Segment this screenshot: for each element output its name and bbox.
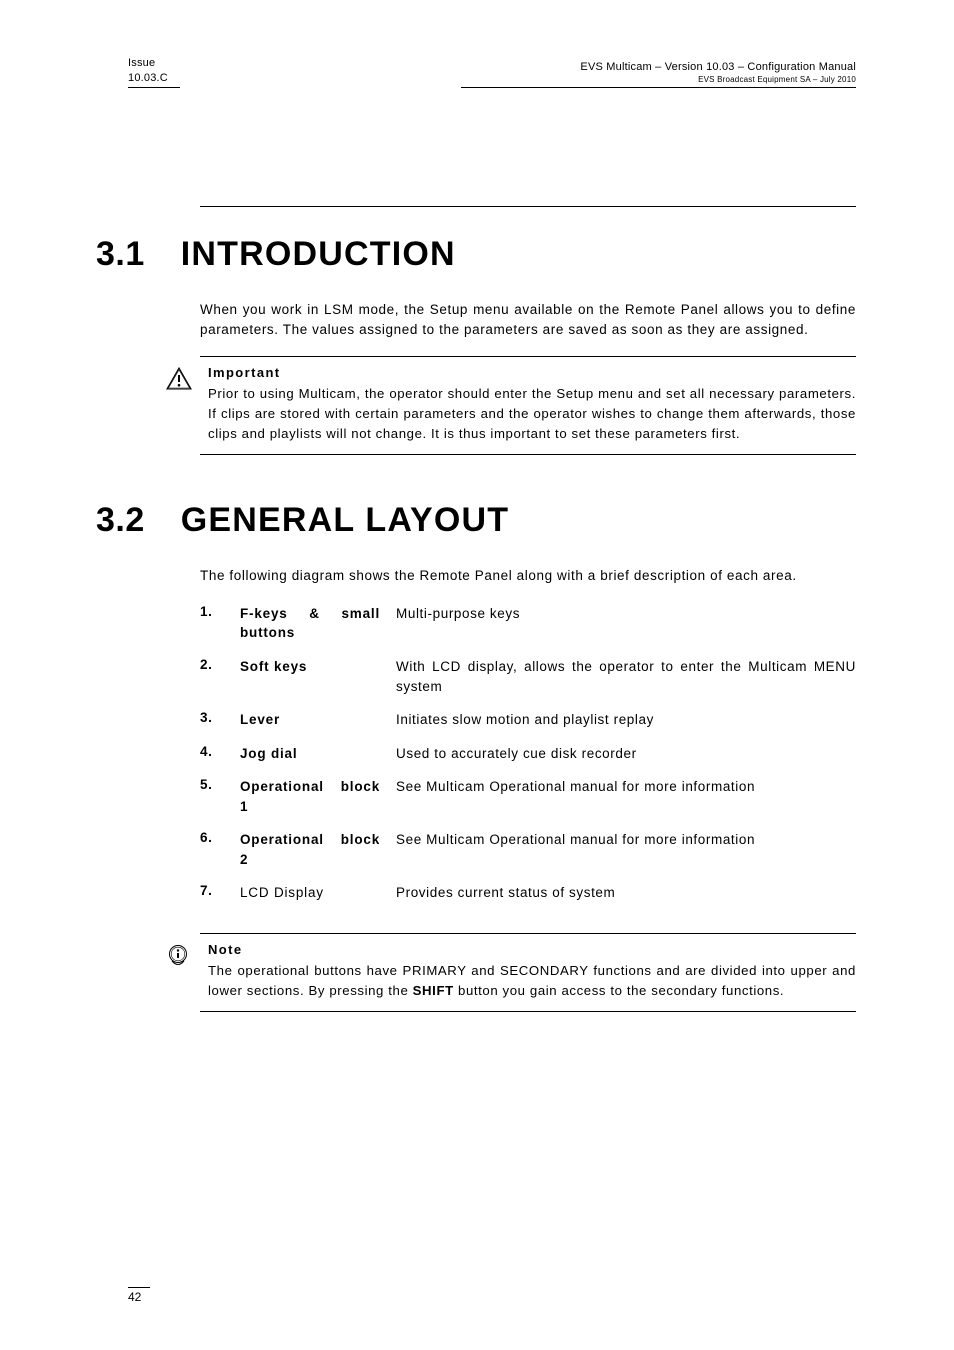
section-3-2-para: The following diagram shows the Remote P… [200,566,856,586]
important-body: Prior to using Multicam, the operator sh… [208,384,856,443]
list-desc: Initiates slow motion and playlist repla… [396,710,856,730]
important-callout: Important Prior to using Multicam, the o… [200,356,856,454]
list-desc: Multi-purpose keys [396,604,856,624]
list-term: Soft keys [240,657,380,677]
note-body-post: button you gain access to the secondary … [454,983,784,998]
section-3-1-heading: 3.1 INTRODUCTION [96,235,856,274]
issue-value: 10.03.C [128,71,180,86]
page-number: 42 [128,1287,150,1304]
list-desc: See Multicam Operational manual for more… [396,777,856,797]
list-num: 7. [200,883,224,898]
header-right: EVS Multicam – Version 10.03 – Configura… [461,60,856,88]
page-header: Issue 10.03.C EVS Multicam – Version 10.… [128,56,856,88]
list-num: 5. [200,777,224,792]
note-body: The operational buttons have PRIMARY and… [208,961,856,1001]
list-num: 6. [200,830,224,845]
section-3-1-num: 3.1 [96,235,145,274]
list-item-3: 3. Lever Initiates slow motion and playl… [200,710,856,730]
header-doc-title: EVS Multicam – Version 10.03 – Configura… [461,60,856,75]
list-term: Operational block 1 [240,777,380,816]
layout-list: 1. F-keys & small buttons Multi-purpose … [200,604,856,903]
section-3-2-num: 3.2 [96,501,145,540]
list-desc: Provides current status of system [396,883,856,903]
list-item-2: 2. Soft keys With LCD display, allows th… [200,657,856,696]
note-text: Note The operational buttons have PRIMAR… [208,942,856,1001]
list-term: Jog dial [240,744,380,764]
section-3-1-para: When you work in LSM mode, the Setup men… [200,300,856,341]
section-3-2-heading: 3.2 GENERAL LAYOUT [96,501,856,540]
note-title: Note [208,942,856,957]
list-term: LCD Display [240,883,380,903]
top-divider [200,206,856,207]
list-num: 1. [200,604,224,619]
header-left-underline [128,87,180,88]
page-root: Issue 10.03.C EVS Multicam – Version 10.… [0,0,954,1350]
list-item-1: 1. F-keys & small buttons Multi-purpose … [200,604,856,643]
list-desc: With LCD display, allows the operator to… [396,657,856,696]
note-body-bold: SHIFT [413,983,454,998]
header-right-underline [461,87,856,88]
warning-icon-col [166,365,196,443]
list-num: 4. [200,744,224,759]
section-3-1-body: When you work in LSM mode, the Setup men… [200,300,856,455]
list-desc: Used to accurately cue disk recorder [396,744,856,764]
issue-label: Issue [128,56,180,71]
list-term: F-keys & small buttons [240,604,380,643]
list-num: 3. [200,710,224,725]
section-3-2-title: GENERAL LAYOUT [181,501,510,540]
warning-icon [166,367,192,391]
header-doc-sub: EVS Broadcast Equipment SA – July 2010 [461,75,856,86]
list-item-7: 7. LCD Display Provides current status o… [200,883,856,903]
note-icon-col [166,942,196,1001]
note-callout: Note The operational buttons have PRIMAR… [200,933,856,1012]
important-text: Important Prior to using Multicam, the o… [208,365,856,443]
important-title: Important [208,365,856,380]
list-term: Lever [240,710,380,730]
section-3-1-title: INTRODUCTION [181,235,456,274]
list-desc: See Multicam Operational manual for more… [396,830,856,850]
list-term: Operational block 2 [240,830,380,869]
header-left: Issue 10.03.C [128,56,180,88]
section-3-2-body: The following diagram shows the Remote P… [200,566,856,1012]
list-item-6: 6. Operational block 2 See Multicam Oper… [200,830,856,869]
list-num: 2. [200,657,224,672]
list-item-5: 5. Operational block 1 See Multicam Oper… [200,777,856,816]
note-icon [166,944,190,968]
list-item-4: 4. Jog dial Used to accurately cue disk … [200,744,856,764]
